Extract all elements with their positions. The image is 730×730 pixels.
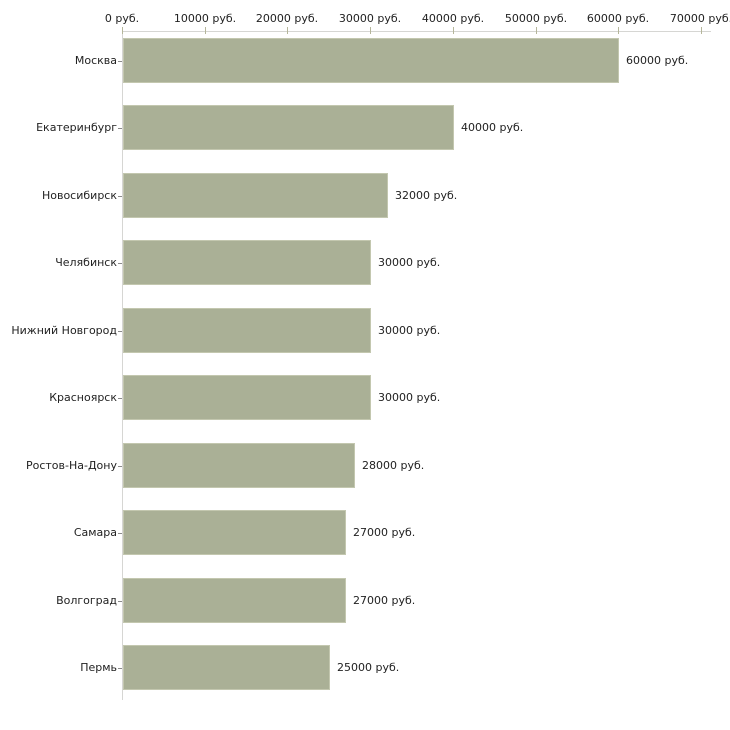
x-tick-mark [205, 27, 206, 34]
value-label: 30000 руб. [378, 324, 441, 337]
x-tick-mark [287, 27, 288, 34]
x-tick-mark [122, 27, 123, 34]
category-label: Нижний Новгород [11, 324, 117, 337]
x-tick-label: 70000 руб. [669, 12, 730, 25]
value-label: 28000 руб. [362, 459, 425, 472]
category-tick-mark [118, 61, 122, 62]
x-axis-line [122, 31, 711, 32]
x-tick-label: 30000 руб. [338, 12, 402, 25]
bar [123, 443, 355, 488]
category-label: Красноярск [49, 391, 117, 404]
value-label: 40000 руб. [461, 121, 524, 134]
x-tick-label: 60000 руб. [586, 12, 650, 25]
category-tick-mark [118, 466, 122, 467]
category-label: Ростов-На-Дону [25, 459, 117, 472]
x-tick-mark [370, 27, 371, 34]
x-tick-label: 0 руб. [104, 12, 140, 25]
y-axis-line [122, 31, 123, 700]
value-label: 27000 руб. [353, 526, 416, 539]
x-tick-mark [453, 27, 454, 34]
category-tick-mark [118, 196, 122, 197]
x-tick-label: 50000 руб. [504, 12, 568, 25]
category-label: Пермь [80, 661, 117, 674]
x-tick-mark [701, 27, 702, 34]
x-tick-mark [536, 27, 537, 34]
bar [123, 308, 371, 353]
category-label: Екатеринбург [36, 121, 117, 134]
bar [123, 645, 330, 690]
category-label: Волгоград [56, 594, 117, 607]
value-label: 60000 руб. [626, 54, 689, 67]
category-label: Самара [73, 526, 117, 539]
category-tick-mark [118, 601, 122, 602]
value-label: 25000 руб. [337, 661, 400, 674]
category-tick-mark [118, 533, 122, 534]
category-label: Челябинск [55, 256, 117, 269]
bar [123, 173, 388, 218]
bar [123, 510, 346, 555]
value-label: 27000 руб. [353, 594, 416, 607]
category-tick-mark [118, 668, 122, 669]
x-tick-mark [618, 27, 619, 34]
value-label: 30000 руб. [378, 391, 441, 404]
bar [123, 375, 371, 420]
bar [123, 38, 619, 83]
category-tick-mark [118, 128, 122, 129]
x-tick-label: 40000 руб. [421, 12, 485, 25]
category-label: Москва [74, 54, 117, 67]
category-tick-mark [118, 263, 122, 264]
category-tick-mark [118, 398, 122, 399]
value-label: 30000 руб. [378, 256, 441, 269]
category-tick-mark [118, 331, 122, 332]
bar [123, 105, 454, 150]
bar [123, 240, 371, 285]
bar [123, 578, 346, 623]
category-label: Новосибирск [41, 189, 117, 202]
x-tick-label: 20000 руб. [255, 12, 319, 25]
value-label: 32000 руб. [395, 189, 458, 202]
x-tick-label: 10000 руб. [173, 12, 237, 25]
